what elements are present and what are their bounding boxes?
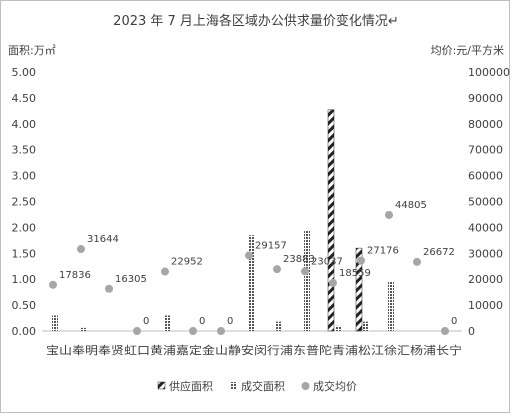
left-tick-label: 2.50 [12,196,37,209]
avg-price-data-label: 18559 [339,268,371,279]
supply-area-bar [327,109,335,332]
legend-label: 供应面积 [169,379,213,393]
avg-price-data-label: 0 [199,316,205,327]
x-axis-category-labels: 宝山奉明奉贤虹口黄浦嘉定金山静安闵行浦东普陀青浦松江徐汇杨浦长宁 [46,343,462,357]
legend-swatch-supply [157,381,166,390]
right-tick-label: 90000 [468,92,503,105]
left-tick-label: 1.00 [12,273,37,286]
left-tick-label: 0.00 [12,325,37,338]
avg-price-point [133,327,141,335]
left-tick-label: 4.00 [12,118,37,131]
deal-area-bar [80,327,86,331]
avg-price-data-label: 26672 [423,247,455,258]
deal-area-bar [388,281,394,331]
avg-price-data-label: 27176 [367,246,399,257]
right-tick-label: 100000 [468,66,510,79]
right-tick-label: 40000 [468,221,503,234]
left-tick-label: 3.50 [12,144,37,157]
left-tick-label: 5.00 [12,66,37,79]
deal-area-bar [52,315,58,331]
deal-area-bar [276,321,282,331]
right-tick-label: 80000 [468,118,503,131]
supply-area-bar [355,247,363,332]
deal-area-bar [335,325,341,331]
avg-price-data-label: 22952 [171,257,203,268]
left-tick-label: 3.00 [12,170,37,183]
avg-price-point [273,265,281,274]
right-tick-label: 70000 [468,144,503,157]
avg-price-point [189,327,197,335]
avg-price-data-label: 0 [451,316,457,327]
avg-price-data-label: 23883 [283,254,315,265]
avg-price-point [217,327,225,335]
legend-swatch-deal [230,382,237,389]
avg-price-point [245,251,253,260]
deal-area-bar [363,321,369,331]
right-tick-label: 60000 [468,170,503,183]
right-axis-unit: 均价:元/平方米 [430,44,504,57]
chart-title: 2023 年 7 月上海各区域办公供求量价变化情况↵ [113,14,399,29]
left-axis-unit: 面积:万㎡ [8,44,56,57]
legend-label: 成交面积 [241,379,285,393]
right-tick-label: 30000 [468,247,503,260]
left-tick-label: 4.50 [12,92,37,105]
right-tick-label: 20000 [468,273,503,286]
avg-price-point [385,210,393,219]
avg-price-data-label: 17836 [59,270,91,281]
avg-price-point [49,280,57,289]
legend-label: 成交均价 [313,379,357,393]
deal-area-bar [164,315,170,331]
right-tick-label: 50000 [468,196,503,209]
avg-price-point [301,267,309,276]
avg-price-point [77,245,85,254]
deal-area-bar [248,235,254,331]
avg-price-data-label: 0 [227,316,233,327]
avg-price-data-label: 29157 [255,240,287,251]
deal-area-bar [304,229,310,331]
left-tick-label: 2.00 [12,221,37,234]
avg-price-point [329,278,337,287]
right-tick-label: 10000 [468,299,503,312]
avg-price-point [441,327,449,335]
legend-swatch-price [301,382,310,390]
avg-price-data-label: 31644 [87,234,119,245]
avg-price-point [413,257,421,266]
avg-price-point [161,267,169,276]
avg-price-point [105,284,113,293]
avg-price-data-label: 23037 [311,256,343,267]
right-tick-label: 0 [468,325,475,338]
avg-price-point [357,256,365,265]
avg-price-data-label: 0 [143,316,149,327]
avg-price-data-label: 16305 [115,274,147,285]
left-tick-label: 1.50 [12,247,37,260]
left-tick-label: 0.50 [12,299,37,312]
avg-price-data-label: 44805 [395,200,427,211]
